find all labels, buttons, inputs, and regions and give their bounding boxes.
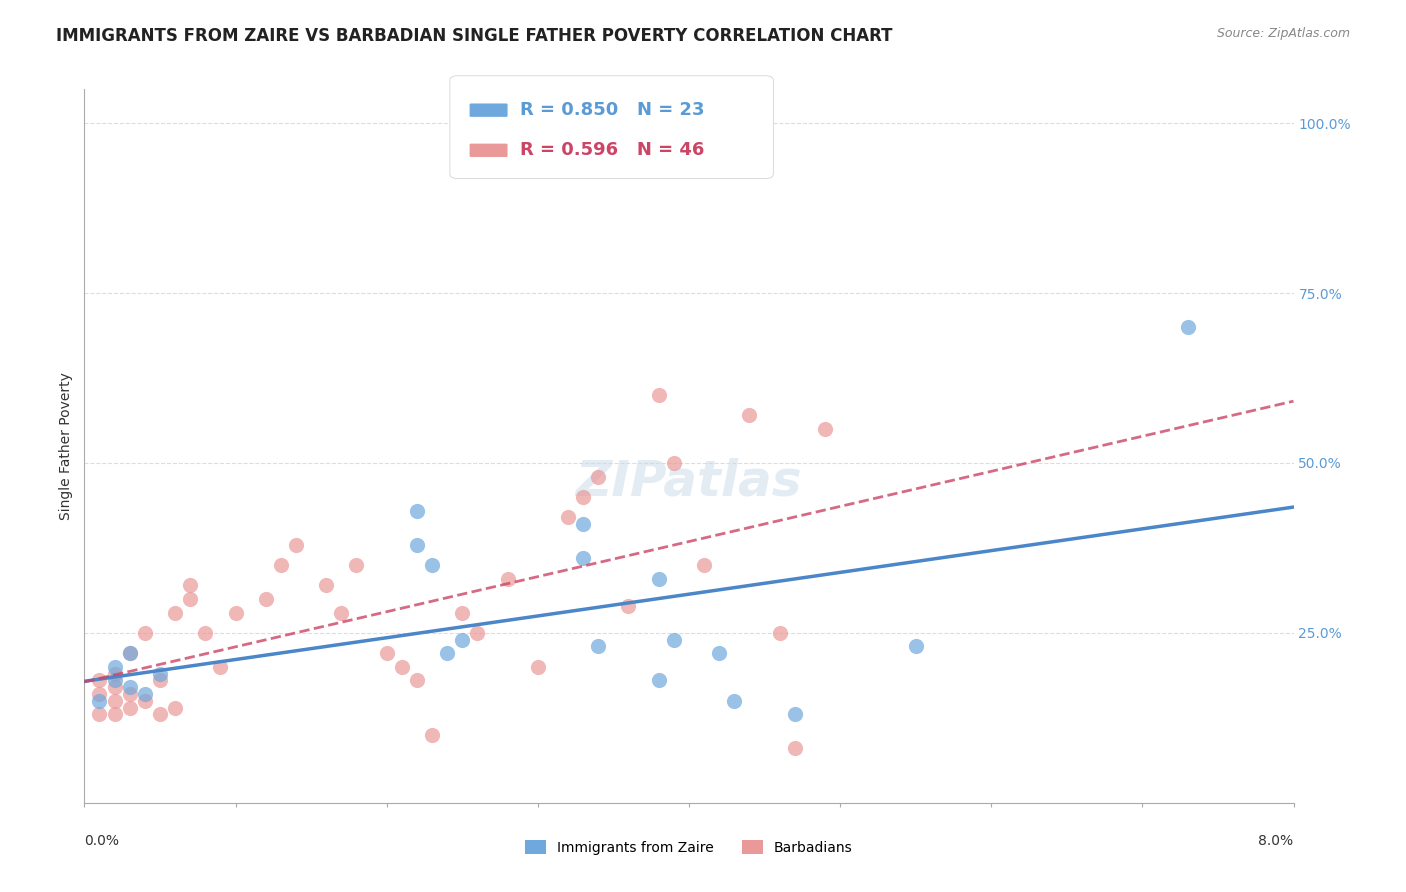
Text: Source: ZipAtlas.com: Source: ZipAtlas.com <box>1216 27 1350 40</box>
Text: R = 0.596   N = 46: R = 0.596 N = 46 <box>520 141 704 159</box>
Point <box>662 632 685 647</box>
Point <box>769 626 792 640</box>
Point <box>89 694 111 708</box>
Point <box>89 673 111 688</box>
Point <box>149 673 172 688</box>
Point <box>118 700 141 714</box>
Point <box>557 510 579 524</box>
Point <box>783 707 806 722</box>
Point <box>496 572 519 586</box>
Point <box>254 591 277 606</box>
Y-axis label: Single Father Poverty: Single Father Poverty <box>59 372 73 520</box>
Point <box>285 537 308 551</box>
Point <box>118 680 141 694</box>
Point <box>814 422 837 436</box>
Point <box>904 640 927 654</box>
Point <box>118 646 141 660</box>
Point <box>149 707 172 722</box>
Point <box>648 673 671 688</box>
Point <box>617 599 640 613</box>
Text: 8.0%: 8.0% <box>1258 834 1294 848</box>
Point <box>451 632 474 647</box>
Point <box>375 646 398 660</box>
Point <box>118 646 141 660</box>
Point <box>315 578 337 592</box>
Point <box>648 388 671 402</box>
Point <box>104 707 127 722</box>
Point <box>588 469 610 483</box>
Point <box>693 558 716 572</box>
Point <box>209 660 232 674</box>
Point <box>406 537 429 551</box>
Point <box>104 666 127 681</box>
Point <box>165 606 187 620</box>
Point <box>134 626 156 640</box>
Point <box>1177 320 1199 334</box>
Point <box>572 490 595 504</box>
Point <box>406 503 429 517</box>
Point <box>104 694 127 708</box>
Point <box>406 673 429 688</box>
Point <box>420 728 443 742</box>
Point <box>134 687 156 701</box>
Point <box>346 558 368 572</box>
Point <box>709 646 731 660</box>
Point <box>149 666 172 681</box>
Legend: Immigrants from Zaire, Barbadians: Immigrants from Zaire, Barbadians <box>520 834 858 860</box>
Text: 0.0%: 0.0% <box>84 834 120 848</box>
Point <box>436 646 458 660</box>
Point <box>572 517 595 532</box>
Point <box>330 606 353 620</box>
Point <box>179 578 201 592</box>
Point <box>391 660 413 674</box>
Point <box>648 572 671 586</box>
Point <box>420 558 443 572</box>
Point <box>134 694 156 708</box>
Point <box>738 409 761 423</box>
Point <box>723 694 745 708</box>
Text: IMMIGRANTS FROM ZAIRE VS BARBADIAN SINGLE FATHER POVERTY CORRELATION CHART: IMMIGRANTS FROM ZAIRE VS BARBADIAN SINGL… <box>56 27 893 45</box>
Point <box>104 680 127 694</box>
Point <box>451 606 474 620</box>
Text: R = 0.850   N = 23: R = 0.850 N = 23 <box>520 101 704 119</box>
Point <box>225 606 247 620</box>
Point <box>165 700 187 714</box>
Point <box>194 626 217 640</box>
Point <box>89 707 111 722</box>
Point <box>467 626 489 640</box>
Point <box>104 673 127 688</box>
Point <box>89 687 111 701</box>
Text: ZIPatlas: ZIPatlas <box>575 458 803 506</box>
Point <box>270 558 292 572</box>
Point <box>104 660 127 674</box>
Point <box>783 741 806 756</box>
Point <box>527 660 550 674</box>
Point <box>588 640 610 654</box>
Point <box>118 687 141 701</box>
Point <box>572 551 595 566</box>
Point <box>662 456 685 470</box>
Point <box>179 591 201 606</box>
